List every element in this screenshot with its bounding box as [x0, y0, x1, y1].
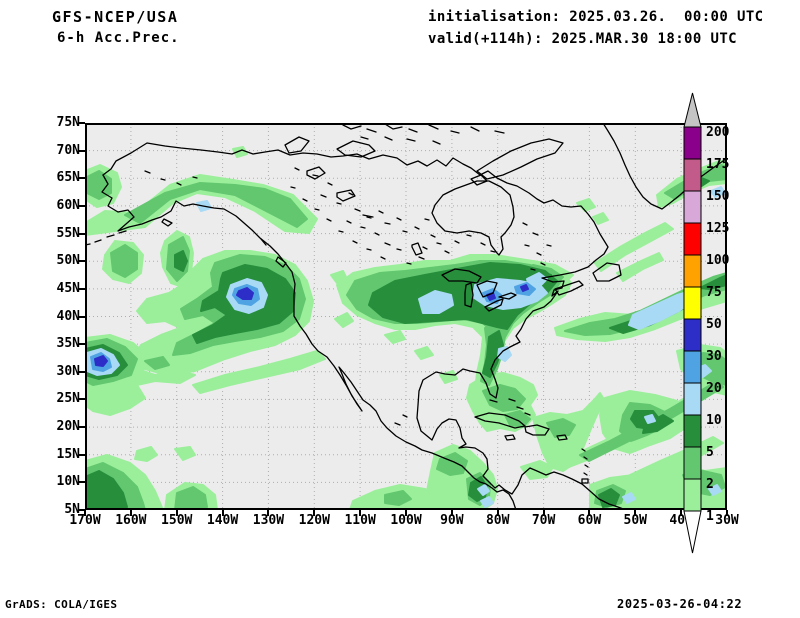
lon-tick-label: 30W — [715, 513, 739, 528]
lon-tick-label: 130W — [252, 513, 285, 528]
colorbar-tick-label: 1 — [706, 509, 714, 524]
colorbar-segment — [683, 190, 702, 224]
lat-tick-label: 55N — [56, 225, 80, 241]
lat-tick-label: 45N — [56, 280, 80, 296]
model-title: GFS-NCEP/USA — [52, 8, 179, 26]
colorbar-tick-label: 10 — [706, 413, 722, 428]
colorbar-tick-label: 30 — [706, 349, 722, 364]
colorbar: 200 175 150 125 100 75 50 30 20 10 5 2 1 — [683, 92, 730, 554]
colorbar-overflow-arrow-up — [683, 92, 702, 128]
lon-tick-label: 110W — [344, 513, 376, 528]
colorbar-segment — [683, 318, 702, 352]
lat-tick-label: 40N — [56, 308, 80, 324]
lon-tick — [405, 510, 407, 516]
valid-time: valid(+114h): 2025.MAR.30 18:00 UTC — [428, 31, 738, 47]
lat-tick — [79, 426, 85, 429]
precip-layer-6 — [94, 284, 529, 367]
lat-tick — [79, 481, 85, 484]
lon-tick-label: 160W — [115, 513, 147, 528]
coastlines — [85, 123, 727, 510]
lat-tick — [79, 509, 85, 511]
lat-tick — [79, 177, 85, 180]
initialisation-time: initialisation: 2025.03.26. 00:00 UTC — [428, 9, 764, 25]
lat-tick — [79, 287, 85, 290]
lon-tick-label: 60W — [577, 513, 602, 528]
lon-tick — [313, 510, 316, 516]
colorbar-tick-label: 150 — [706, 189, 730, 204]
lon-tick — [588, 510, 591, 516]
lat-tick-label: 25N — [56, 391, 80, 407]
precipitation-map — [85, 123, 727, 510]
colorbar-segment — [683, 222, 702, 256]
colorbar-tick-label: 75 — [706, 285, 722, 300]
colorbar-tick-label: 20 — [706, 381, 722, 396]
lat-tick-label: 35N — [56, 336, 80, 352]
lat-tick-label: 15N — [56, 446, 80, 462]
lon-tick-label: 150W — [161, 513, 193, 528]
lat-tick — [79, 260, 85, 263]
lat-tick-label: 5N — [64, 502, 80, 517]
lon-tick — [634, 510, 637, 516]
creation-timestamp: 2025-03-26-04:22 — [617, 597, 743, 611]
lat-tick-label: 10N — [56, 474, 80, 490]
map-canvas — [85, 123, 727, 510]
lon-tick — [175, 510, 178, 516]
colorbar-segment — [683, 254, 702, 288]
product-title: 6-h Acc.Prec. — [57, 30, 180, 46]
map-frame — [85, 123, 727, 510]
lon-tick — [542, 510, 545, 516]
colorbar-segment — [683, 286, 702, 320]
lon-tick — [450, 510, 453, 516]
colorbar-tick-label: 100 — [706, 253, 730, 268]
lat-tick-label: 65N — [56, 170, 80, 186]
lat-tick-label: 30N — [56, 363, 80, 379]
lat-tick — [79, 370, 85, 373]
lon-tick — [221, 510, 224, 516]
lat-tick — [79, 343, 85, 346]
colorbar-tick-label: 175 — [706, 157, 729, 172]
colorbar-segment — [683, 158, 702, 192]
lon-tick-label: 70W — [531, 513, 556, 528]
lon-tick-label: 170W — [69, 513, 101, 528]
colorbar-tick-label: 5 — [706, 445, 714, 460]
lat-tick — [79, 398, 85, 401]
lat-tick — [79, 122, 85, 124]
colorbar-segment — [683, 478, 702, 512]
lon-tick-label: 80W — [485, 513, 510, 528]
lon-tick — [129, 510, 132, 516]
grads-credit: GrADS: COLA/IGES — [5, 598, 118, 611]
colorbar-segment — [683, 382, 702, 416]
colorbar-tick-label: 125 — [706, 221, 729, 236]
lon-tick-label: 120W — [298, 513, 330, 528]
lat-tick-label: 75N — [56, 115, 80, 130]
lat-tick-label: 20N — [56, 419, 80, 435]
lon-tick-label: 100W — [390, 513, 422, 528]
lat-tick — [79, 204, 85, 207]
lat-tick — [79, 232, 85, 235]
colorbar-segment — [683, 446, 702, 480]
lat-tick — [79, 315, 85, 318]
colorbar-segment — [683, 126, 702, 160]
lon-tick-label: 50W — [623, 513, 648, 528]
lat-tick — [79, 149, 85, 152]
lat-tick — [79, 453, 85, 456]
colorbar-tick-label: 200 — [706, 125, 730, 140]
colorbar-underflow-arrow-down — [683, 510, 702, 554]
lon-tick-label: 90W — [440, 513, 464, 528]
lon-tick — [267, 510, 270, 516]
lon-tick — [680, 510, 683, 516]
colorbar-tick-label: 50 — [706, 317, 722, 332]
colorbar-segment — [683, 414, 702, 448]
lon-tick-label: 140W — [206, 513, 239, 528]
colorbar-tick-label: 2 — [706, 477, 714, 492]
lon-tick — [726, 510, 728, 516]
lon-tick — [496, 510, 499, 516]
lat-tick-label: 50N — [56, 253, 80, 269]
lat-tick-label: 70N — [56, 142, 80, 158]
colorbar-segment — [683, 350, 702, 384]
lon-tick — [84, 510, 86, 516]
lon-tick — [359, 510, 362, 516]
lat-tick-label: 60N — [56, 197, 80, 213]
